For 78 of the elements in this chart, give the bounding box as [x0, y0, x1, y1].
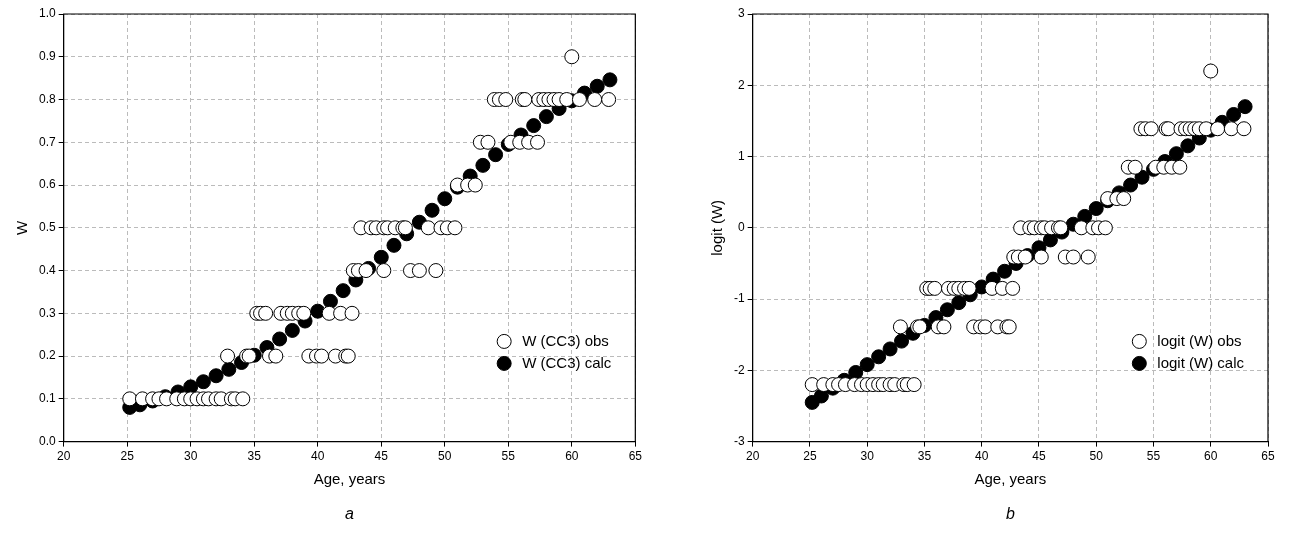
point — [1180, 138, 1196, 154]
x-tick-label: 65 — [628, 449, 643, 464]
legend-label: W (CC3) calc — [522, 353, 612, 371]
y-tick-label: -2 — [734, 362, 745, 377]
point — [1237, 99, 1253, 115]
x-tick-label: 35 — [247, 449, 262, 464]
x-tick-label: 60 — [565, 449, 579, 464]
y-tick-label: 0.7 — [38, 134, 56, 149]
text: a — [345, 505, 355, 523]
point — [1088, 201, 1104, 217]
point — [871, 349, 887, 365]
y-tick-label: 0.2 — [38, 348, 56, 363]
text: b — [1005, 505, 1015, 523]
x-tick-label: 65 — [1261, 449, 1275, 464]
x-tick-label: 20 — [57, 449, 71, 464]
y-tick-label: 0.0 — [38, 433, 56, 448]
point — [437, 191, 453, 207]
x-tick-label: 40 — [311, 449, 325, 464]
point — [859, 357, 875, 373]
y-axis-title: logit (W) — [708, 199, 726, 256]
point — [322, 293, 338, 309]
x-tick-label: 25 — [803, 449, 817, 464]
point — [951, 295, 967, 311]
y-tick-label: 3 — [737, 6, 745, 21]
y-tick-label: 1 — [737, 148, 745, 163]
point — [488, 147, 504, 163]
point — [221, 361, 237, 377]
x-tick-label: 50 — [1089, 449, 1104, 464]
y-tick-label: 0 — [737, 220, 745, 235]
x-tick-label: 45 — [1032, 449, 1046, 464]
x-tick-label: 45 — [374, 449, 389, 464]
x-axis-title: Age, years — [974, 470, 1047, 488]
legend-label: W (CC3) obs — [522, 331, 609, 349]
x-tick-label: 30 — [184, 449, 198, 464]
y-tick-label: 0.1 — [38, 391, 56, 406]
x-tick-label: 30 — [860, 449, 875, 464]
y-tick-label: 0.4 — [38, 262, 56, 277]
point — [1168, 146, 1184, 162]
y-tick-label: 1.0 — [38, 6, 56, 21]
x-tick-label: 60 — [1204, 449, 1218, 464]
y-tick-label: -3 — [734, 433, 745, 448]
x-tick-label: 25 — [120, 449, 135, 464]
point — [538, 109, 554, 125]
point — [373, 249, 389, 265]
x-tick-label: 55 — [501, 449, 516, 464]
y-tick-label: 0.3 — [38, 305, 56, 320]
x-tick-label: 35 — [917, 449, 932, 464]
y-tick-label: 0.9 — [38, 49, 56, 64]
point — [195, 374, 211, 390]
x-tick-label: 20 — [745, 449, 760, 464]
point — [1123, 177, 1139, 193]
x-tick-label: 50 — [438, 449, 452, 464]
y-tick-label: 2 — [737, 77, 745, 92]
y-tick-label: 0.6 — [38, 177, 56, 192]
x-tick-label: 55 — [1146, 449, 1161, 464]
legend-label: logit (W) calc — [1157, 353, 1245, 371]
point — [589, 78, 605, 94]
point — [475, 157, 491, 173]
point — [526, 118, 542, 134]
y-tick-label: -1 — [734, 291, 745, 306]
point — [997, 263, 1013, 279]
y-tick-label: 0.8 — [38, 91, 56, 106]
point — [284, 322, 300, 338]
legend-label: logit (W) obs — [1157, 331, 1242, 349]
point — [424, 202, 440, 218]
y-axis-title: W — [13, 219, 31, 235]
point — [208, 368, 224, 384]
y-tick-label: 0.5 — [38, 220, 56, 235]
point — [335, 283, 351, 299]
point — [272, 331, 288, 347]
point — [894, 333, 910, 349]
x-axis-title: Age, years — [313, 470, 386, 488]
point — [602, 72, 618, 88]
x-tick-label: 40 — [975, 449, 989, 464]
point — [1226, 106, 1242, 122]
point — [939, 302, 955, 318]
point — [386, 237, 402, 253]
point — [882, 341, 898, 357]
